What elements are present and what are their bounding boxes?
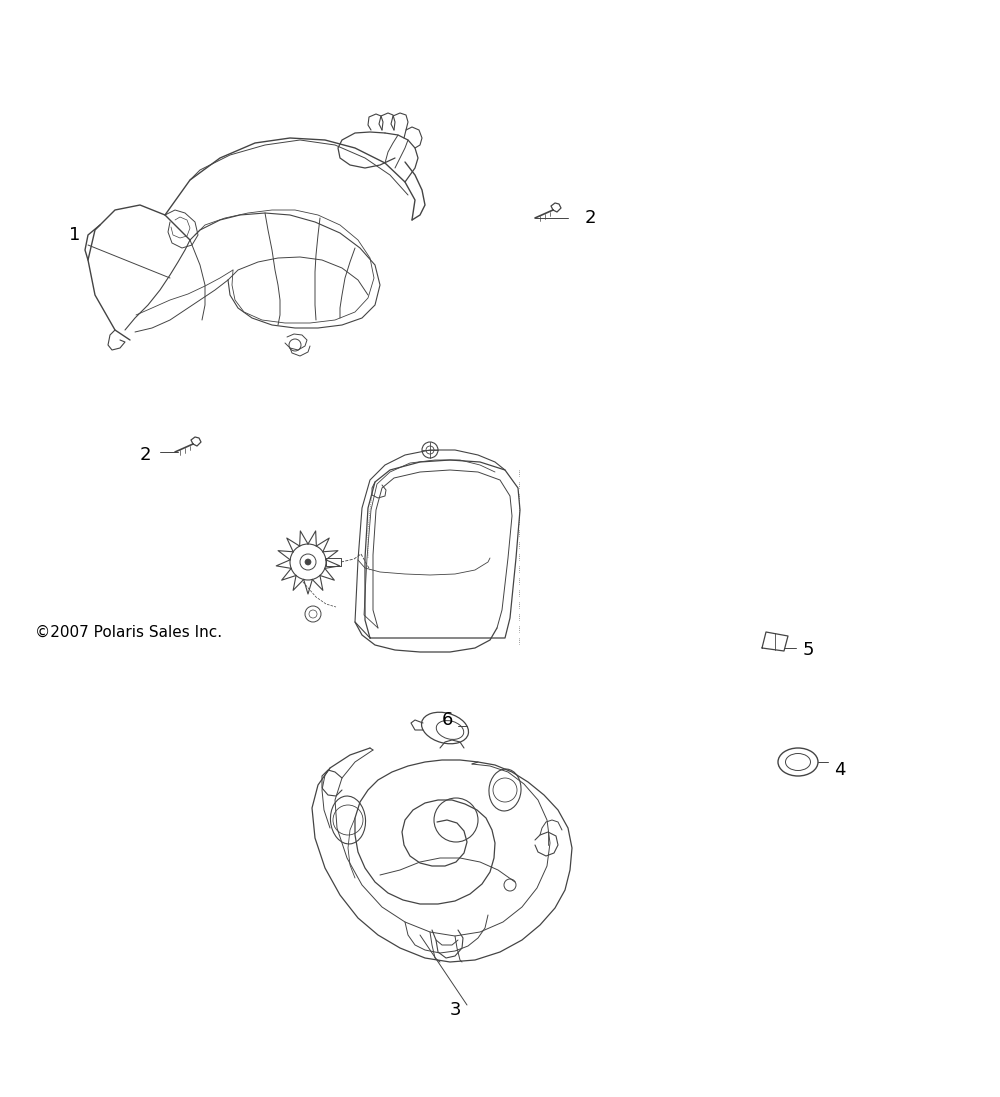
Text: 1: 1	[69, 226, 81, 244]
Text: 4: 4	[834, 761, 846, 779]
Circle shape	[305, 559, 311, 565]
Text: 3: 3	[449, 1000, 461, 1019]
Text: 2: 2	[139, 446, 151, 464]
Text: 2: 2	[584, 210, 596, 227]
Text: ©2007 Polaris Sales Inc.: ©2007 Polaris Sales Inc.	[35, 624, 222, 640]
Text: 6: 6	[441, 711, 453, 730]
Text: 5: 5	[802, 641, 814, 659]
